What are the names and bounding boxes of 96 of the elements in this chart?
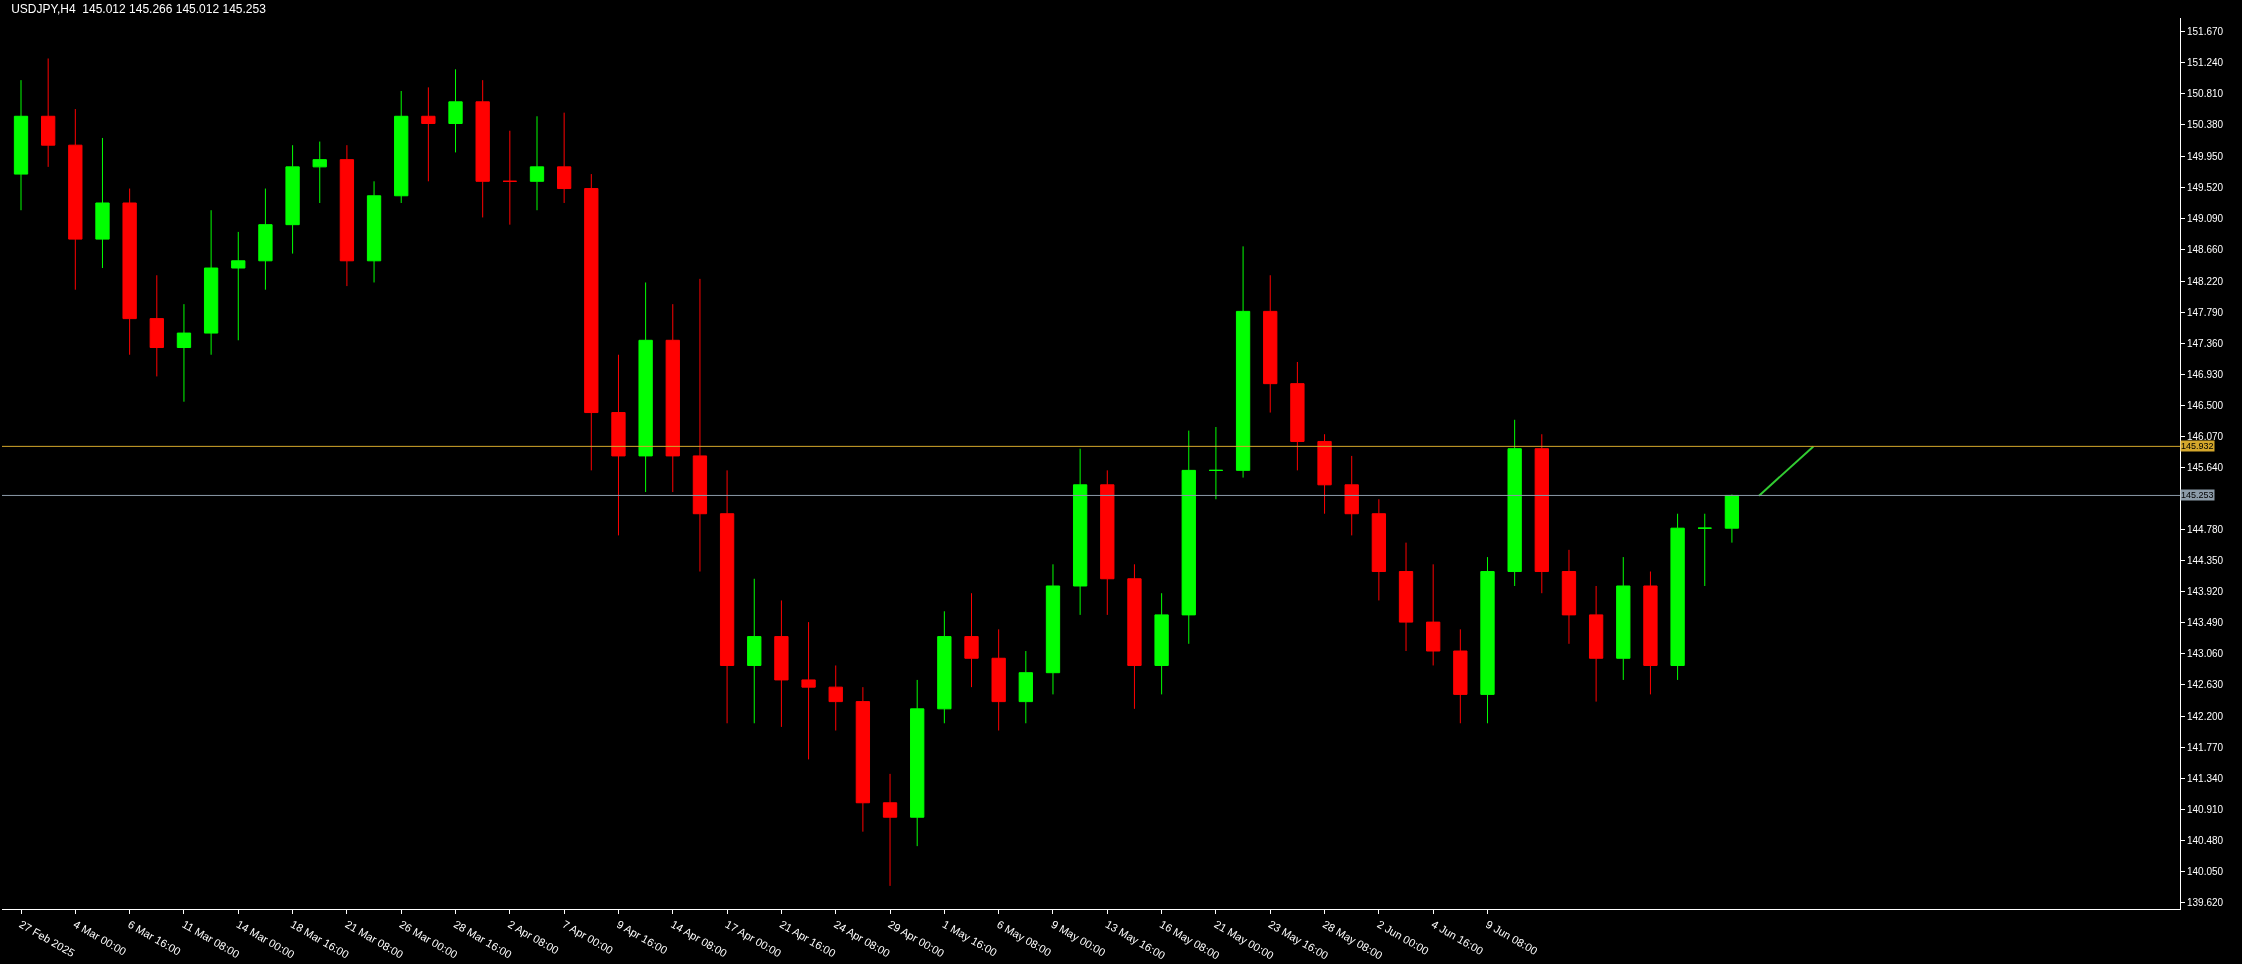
x-tick-label: 4 Jun 16:00 (1429, 917, 1486, 957)
candlestick (774, 599, 789, 728)
candlestick (421, 86, 436, 182)
y-tick-label: 140.910 (2187, 803, 2224, 815)
candlestick (855, 686, 871, 833)
candlestick (1100, 469, 1115, 616)
candlestick (991, 628, 1006, 732)
y-tick-label: 151.240 (2187, 57, 2224, 69)
y-tick-label: 143.060 (2187, 648, 2224, 660)
candlestick (41, 57, 56, 168)
candlestick (529, 115, 545, 211)
candlestick (1643, 571, 1658, 695)
candlestick (557, 112, 572, 204)
candlestick (176, 303, 192, 403)
ref-line-label: 145.932 (2181, 441, 2214, 451)
candlestick (638, 281, 653, 493)
candlestick (95, 137, 110, 269)
candlestick (1344, 455, 1359, 536)
candlestick (285, 144, 300, 255)
candlestick (13, 79, 29, 211)
candlestick (502, 130, 517, 226)
candlestick (719, 469, 735, 724)
candlestick (1616, 556, 1631, 681)
candlestick (828, 664, 843, 732)
y-tick-label: 146.500 (2187, 399, 2224, 411)
candlestick (1453, 628, 1468, 724)
y-tick-label: 140.050 (2187, 865, 2224, 877)
candlestick (1263, 274, 1278, 414)
candlestick (910, 679, 925, 847)
candlestick (448, 68, 463, 153)
candlestick (584, 173, 599, 471)
candlestick (1670, 513, 1685, 681)
y-tick-label: 149.520 (2187, 181, 2224, 193)
chart-title: USDJPY,H4 145.012 145.266 145.012 145.253 (11, 2, 267, 17)
y-tick-label: 148.660 (2187, 243, 2224, 255)
candlestick (1480, 556, 1495, 724)
y-tick-label: 139.620 (2187, 897, 2224, 908)
y-tick-label: 149.950 (2187, 150, 2224, 162)
y-tick-label: 141.340 (2187, 772, 2224, 784)
candlestick (312, 141, 327, 204)
candlestick (1290, 361, 1305, 471)
y-tick-label: 140.480 (2187, 834, 2224, 846)
y-tick-label: 142.630 (2187, 679, 2224, 691)
y-tick-label: 150.810 (2187, 88, 2224, 100)
candlestick (1534, 433, 1549, 594)
candlestick (1072, 448, 1088, 616)
candlestick (1018, 650, 1033, 724)
candlestick (1045, 563, 1061, 695)
y-tick-label: 151.670 (2187, 26, 2224, 38)
candlestick (882, 773, 898, 887)
ref-line-label: 145.253 (2181, 490, 2214, 500)
candlestick (339, 144, 355, 287)
y-tick-label: 148.220 (2187, 275, 2224, 287)
candlestick (258, 188, 273, 291)
y-tick-label: 144.780 (2187, 524, 2224, 536)
candlestick (1371, 498, 1387, 601)
y-tick-label: 147.360 (2187, 337, 2224, 349)
candlestick (1724, 494, 1740, 544)
candlestick (68, 108, 83, 291)
y-tick-label: 147.790 (2187, 306, 2224, 318)
candlestick (1208, 426, 1224, 500)
candlestick (937, 610, 952, 724)
candlestick (692, 278, 708, 573)
candlestick (611, 354, 626, 536)
candlestick (1154, 592, 1169, 695)
candlestick (203, 209, 219, 356)
candlestick (1181, 430, 1196, 645)
candlestick (665, 303, 680, 493)
candlestick (122, 188, 137, 356)
candlestick (231, 231, 246, 341)
candlestick (394, 90, 409, 204)
y-tick-label: 142.200 (2187, 710, 2224, 722)
candlestick (1127, 563, 1142, 710)
candlestick (1697, 513, 1712, 587)
candlestick (1426, 563, 1441, 666)
y-tick-label: 143.920 (2187, 586, 2224, 598)
y-tick-label: 144.350 (2187, 555, 2224, 567)
candlestick (366, 180, 382, 283)
candlestick (1235, 245, 1251, 479)
y-tick-label: 149.090 (2187, 212, 2224, 224)
candlestick (149, 274, 164, 377)
candlestick (1561, 549, 1577, 645)
candlestick (801, 621, 816, 760)
y-tick-label: 146.930 (2187, 368, 2224, 380)
candlestick (475, 79, 490, 218)
y-tick-label: 146.070 (2187, 430, 2224, 442)
candlestick (1398, 542, 1414, 652)
candlestick (1317, 433, 1332, 515)
candlestick (1588, 585, 1604, 703)
y-tick-label: 143.490 (2187, 617, 2224, 629)
candlestick (964, 592, 979, 688)
y-tick-label: 150.380 (2187, 119, 2224, 131)
candlestick (747, 578, 762, 724)
candlestick (1507, 419, 1522, 587)
y-tick-label: 145.640 (2187, 461, 2224, 473)
y-tick-label: 141.770 (2187, 741, 2224, 753)
